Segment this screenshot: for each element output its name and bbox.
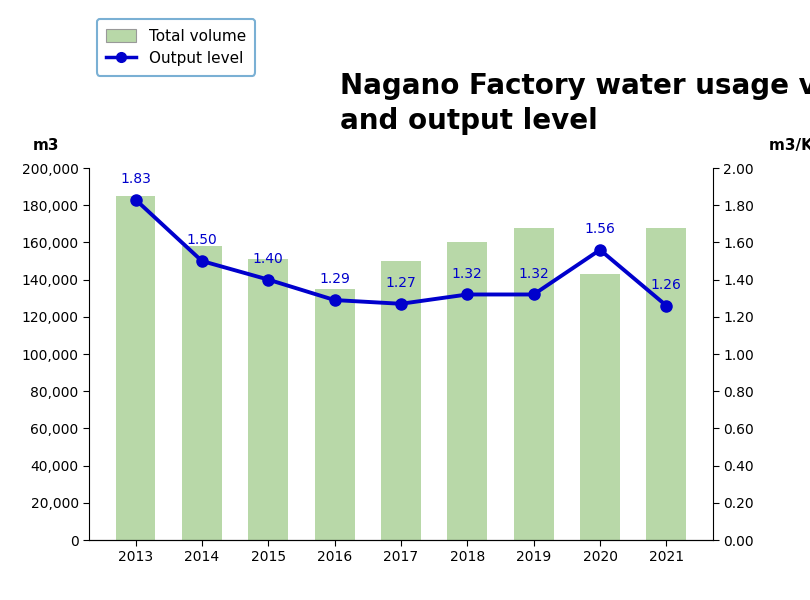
Text: m3: m3 [33, 138, 59, 153]
Text: m3/K pcs: m3/K pcs [769, 138, 810, 153]
Bar [646, 227, 686, 540]
Text: 1.32: 1.32 [452, 266, 483, 281]
Bar [116, 196, 156, 540]
Text: 1.26: 1.26 [651, 278, 682, 292]
Bar [315, 289, 355, 540]
Bar [580, 274, 620, 540]
Text: 1.83: 1.83 [120, 172, 151, 186]
Bar [249, 259, 288, 540]
Text: 1.32: 1.32 [518, 266, 549, 281]
Text: 1.40: 1.40 [253, 252, 284, 266]
Text: 1.50: 1.50 [186, 233, 217, 247]
Bar [447, 242, 487, 540]
Bar [381, 261, 421, 540]
Bar [514, 227, 553, 540]
Legend: Total volume, Output level: Total volume, Output level [96, 19, 255, 76]
Bar [182, 246, 222, 540]
Text: 1.56: 1.56 [585, 222, 616, 236]
Text: 1.29: 1.29 [319, 272, 350, 286]
Text: Nagano Factory water usage volume
and output level: Nagano Factory water usage volume and ou… [340, 72, 810, 134]
Text: 1.27: 1.27 [386, 276, 416, 290]
